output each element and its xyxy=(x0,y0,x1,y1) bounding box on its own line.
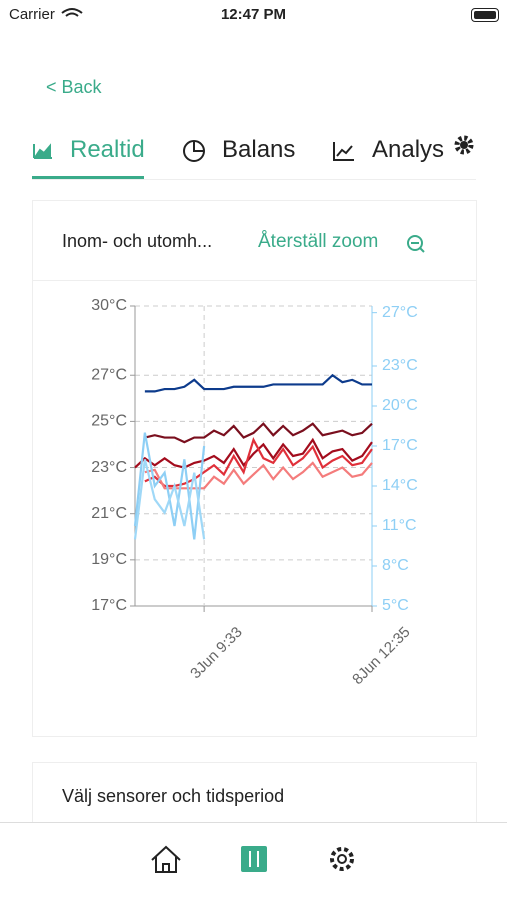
settings-icon[interactable] xyxy=(454,135,474,155)
filter-icon xyxy=(249,851,259,867)
settings-icon xyxy=(460,141,468,149)
y2-tick-label: 8°C xyxy=(382,557,409,574)
back-button[interactable]: < Back xyxy=(46,77,102,97)
settings-icon xyxy=(337,854,347,864)
y-tick-label: 30°C xyxy=(91,297,127,314)
divider xyxy=(33,280,476,281)
home-icon[interactable] xyxy=(151,845,181,873)
settings-icon[interactable] xyxy=(330,847,354,871)
x-tick-label: 8Jun 12:35 xyxy=(349,624,414,689)
y-tick-label: 19°C xyxy=(91,551,127,568)
y2-tick-label: 5°C xyxy=(382,597,409,614)
series-line xyxy=(144,422,373,444)
x-tick-label: 3Jun 9:33 xyxy=(187,624,246,683)
card-title: Inom- och utomh... xyxy=(62,231,213,251)
y2-tick-label: 20°C xyxy=(382,397,418,414)
chart-card xyxy=(32,200,477,737)
tab-bar xyxy=(0,822,507,901)
series-line xyxy=(144,373,372,393)
reset-zoom[interactable]: Återställ zoom xyxy=(258,231,379,252)
series-line xyxy=(144,436,373,488)
y2-tick-label: 11°C xyxy=(382,517,417,534)
series-line xyxy=(133,459,206,540)
divider xyxy=(32,179,476,180)
section-title: Välj sensorer och tidsperiod xyxy=(62,786,285,806)
y2-tick-label: 14°C xyxy=(382,477,418,494)
clock: 12:47 PM xyxy=(220,6,287,23)
filter-icon[interactable] xyxy=(241,846,267,872)
y2-tick-label: 23°C xyxy=(382,357,418,374)
zoom-icon xyxy=(407,235,423,251)
y-tick-label: 21°C xyxy=(91,505,127,522)
y-tick-label: 25°C xyxy=(91,413,127,430)
tab-icon xyxy=(333,142,354,161)
tab-icon xyxy=(193,141,204,152)
y-tick-label: 27°C xyxy=(91,366,127,383)
carrier: Carrier xyxy=(9,6,55,23)
wifi-icon xyxy=(61,8,83,17)
tab-indicator xyxy=(32,176,144,179)
y-tick-label: 23°C xyxy=(91,459,127,476)
tab[interactable]: Realtid xyxy=(70,136,145,163)
y-tick-label: 17°C xyxy=(91,597,127,614)
y2-tick-label: 17°C xyxy=(382,437,418,454)
y2-tick-label: 27°C xyxy=(382,304,418,321)
zoom-icon xyxy=(411,242,425,253)
tab-icon xyxy=(33,143,52,159)
series-line xyxy=(134,437,373,469)
battery xyxy=(471,8,499,22)
tab[interactable]: Analys xyxy=(372,136,445,163)
tab[interactable]: Balans xyxy=(222,136,296,163)
icons xyxy=(33,8,474,873)
series-line xyxy=(144,461,373,490)
